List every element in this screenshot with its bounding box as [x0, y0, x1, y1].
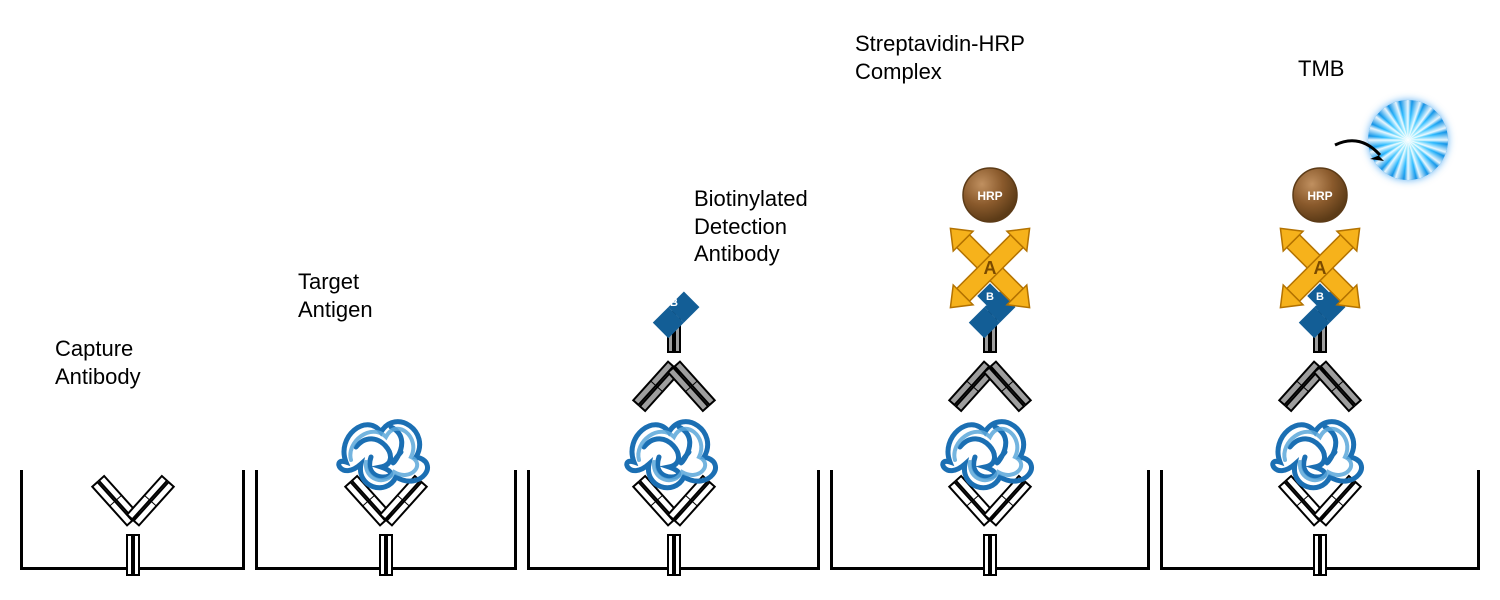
svg-text:HRP: HRP	[977, 189, 1002, 203]
diagram-label: TMB	[1298, 55, 1344, 83]
biotin-icon	[639, 265, 709, 345]
diagram-label: Target Antigen	[298, 268, 373, 323]
svg-text:A: A	[1314, 258, 1327, 278]
diagram-label: Streptavidin-HRP Complex	[855, 30, 1025, 85]
hrp-icon: HRP	[950, 155, 1030, 235]
biotin-bound-icon: B	[1300, 276, 1340, 316]
svg-text:B: B	[986, 291, 994, 303]
antigen-icon	[321, 407, 451, 497]
capture-antibody-icon	[63, 450, 203, 570]
diagram-label: Capture Antibody	[55, 335, 141, 390]
biotin-bound-icon: B	[970, 276, 1010, 316]
tmb-arrow-icon	[1320, 133, 1400, 193]
svg-text:B: B	[1316, 291, 1324, 303]
svg-text:A: A	[984, 258, 997, 278]
diagram-label: Biotinylated Detection Antibody	[694, 185, 808, 268]
